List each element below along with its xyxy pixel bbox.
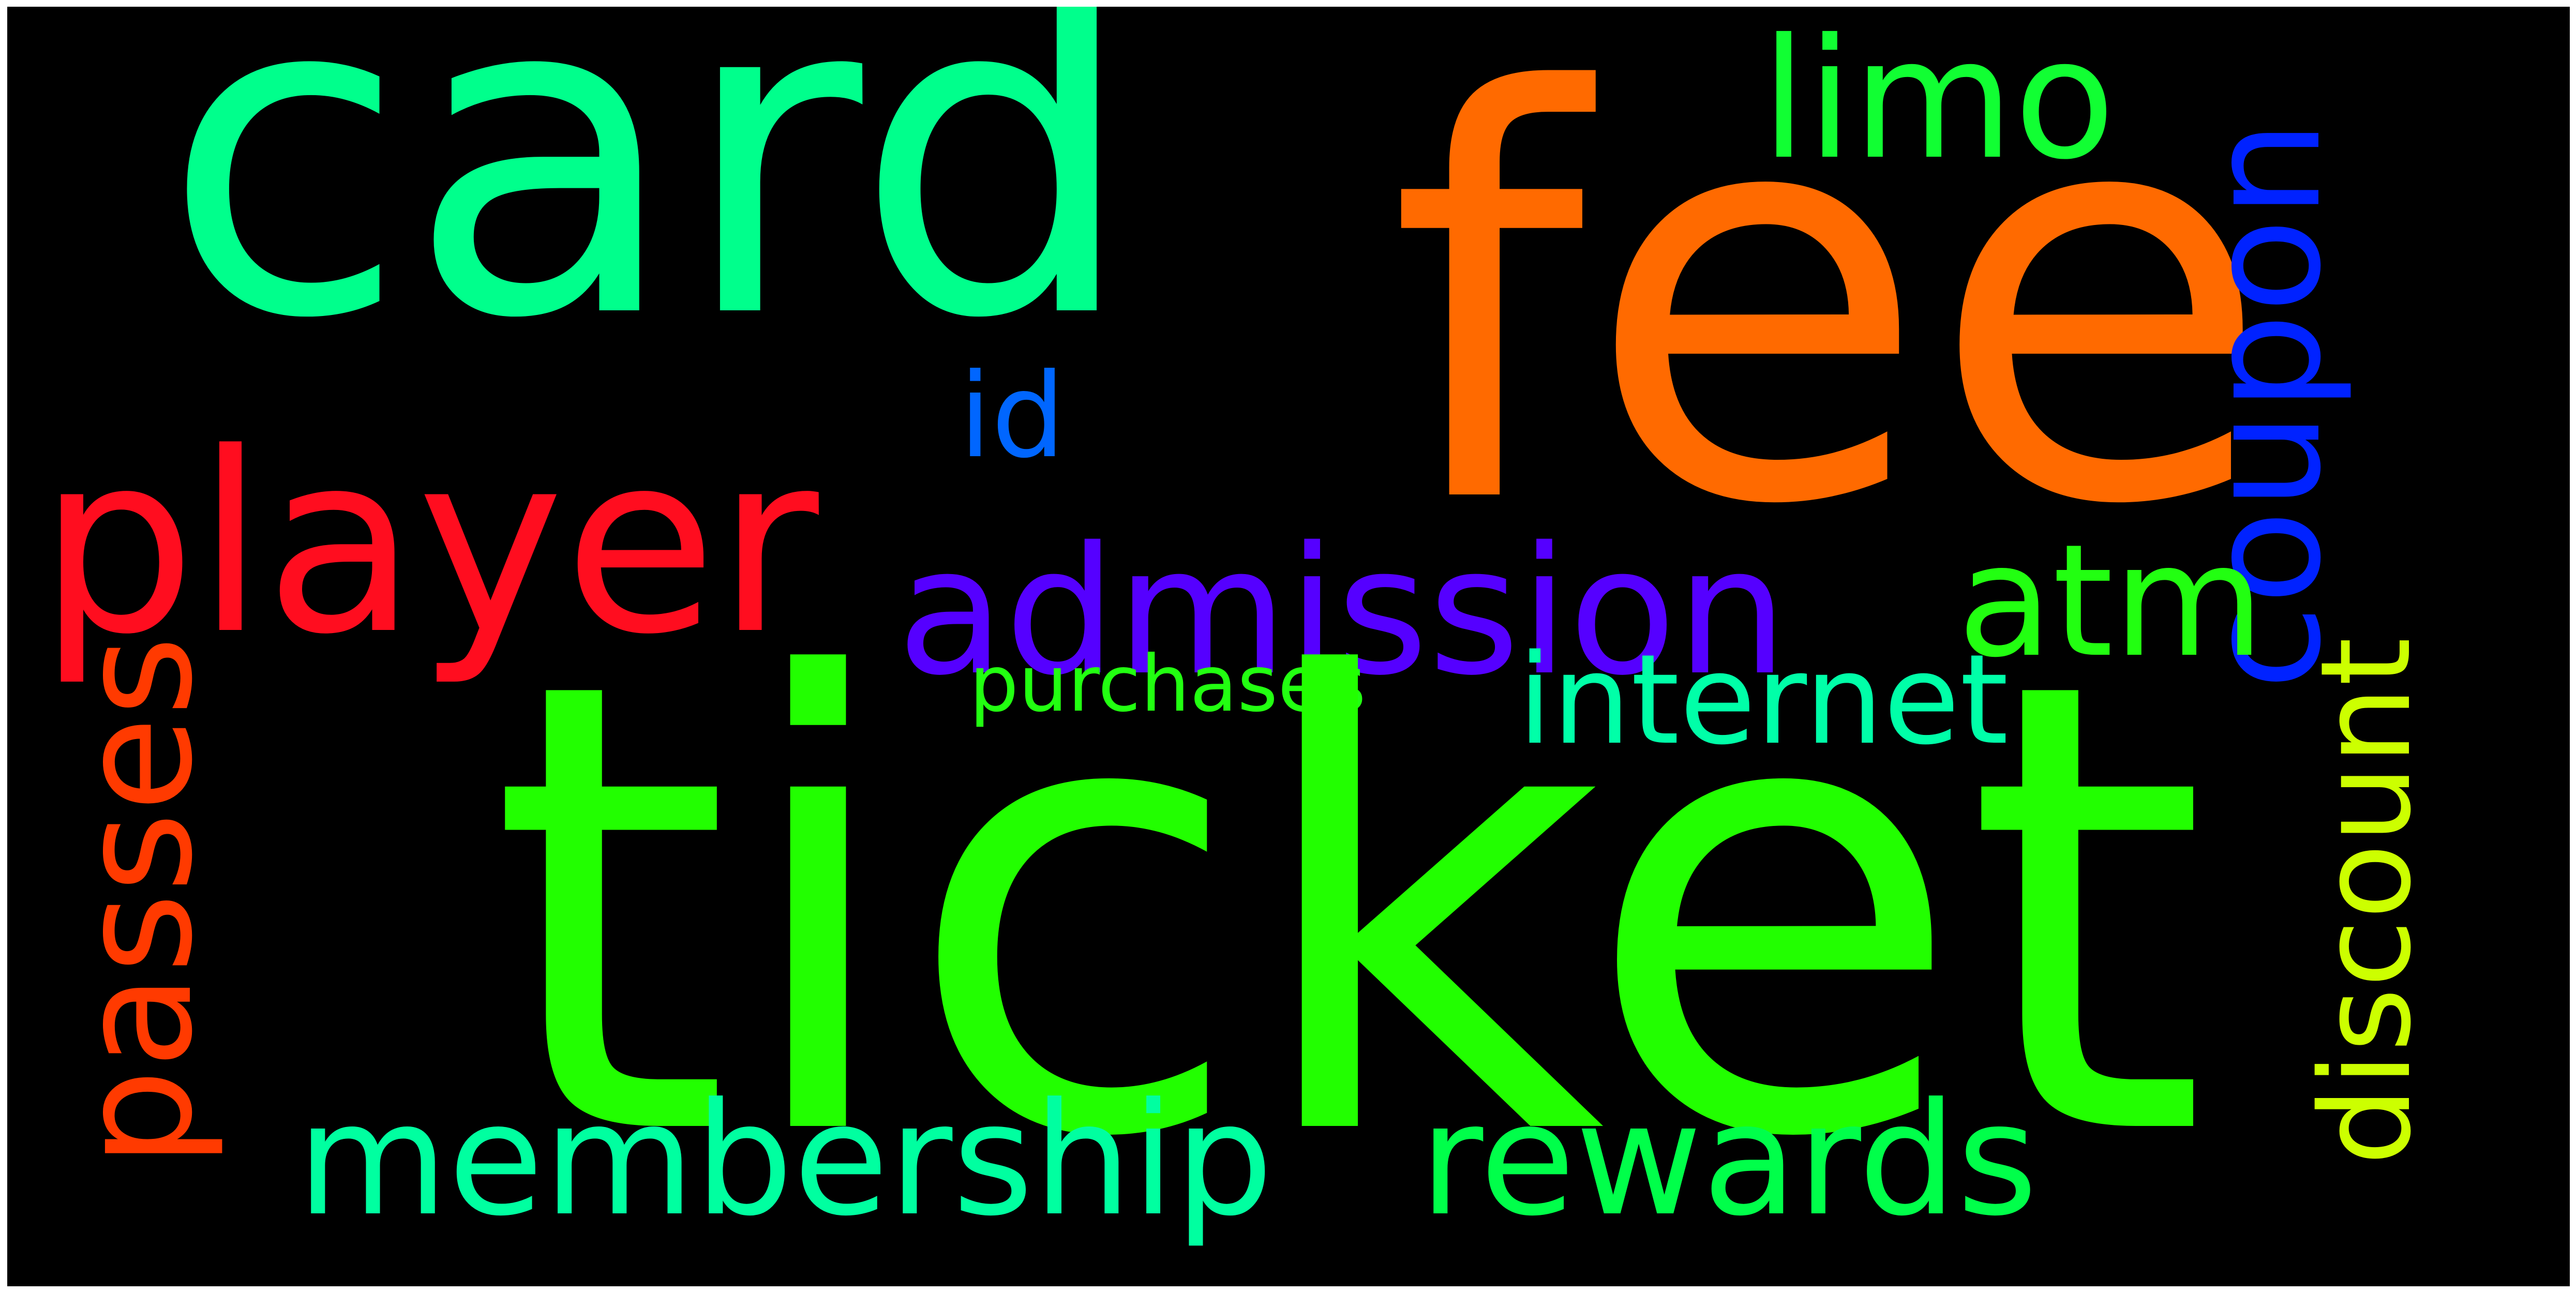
word-limo: limo xyxy=(1761,7,2116,196)
word-membership: membership xyxy=(297,1070,1274,1250)
word-card: card xyxy=(162,7,1137,415)
word-cloud: card fee limo coupon id player admission… xyxy=(7,7,2570,1286)
word-id: id xyxy=(959,349,1066,484)
word-admission: admission xyxy=(897,509,1788,714)
word-discount: discount xyxy=(2294,637,2438,1166)
word-atm: atm xyxy=(1957,511,2265,691)
word-purchases: purchases xyxy=(969,639,1366,729)
word-passes: passes xyxy=(46,636,227,1167)
word-player: player xyxy=(38,400,819,689)
word-ticket: ticket xyxy=(488,550,2208,1273)
word-internet: internet xyxy=(1518,627,2009,772)
word-fee: fee xyxy=(1388,7,2273,626)
word-rewards: rewards xyxy=(1419,1070,2038,1250)
